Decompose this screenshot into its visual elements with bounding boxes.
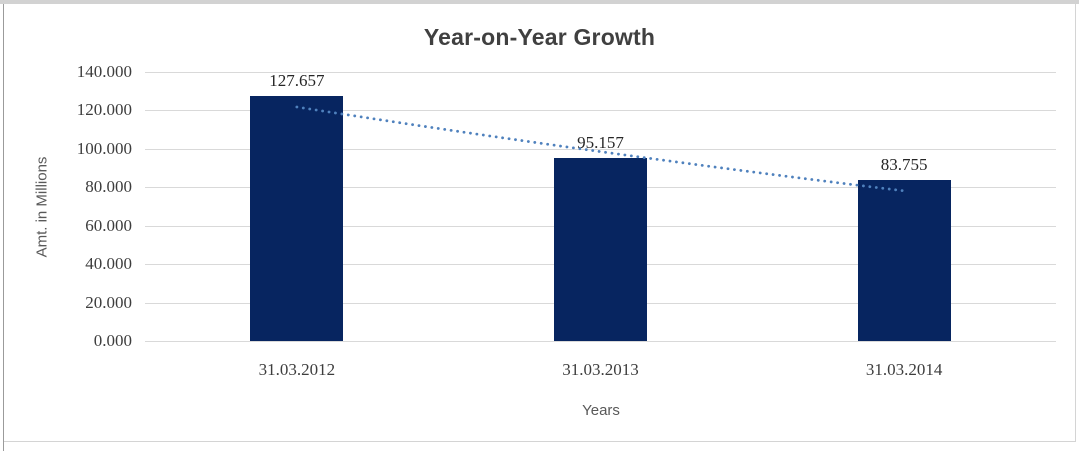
y-tick-label: 20.000 — [85, 292, 132, 312]
frame-border-bottom — [4, 441, 1075, 442]
y-tick-label: 40.000 — [85, 254, 132, 274]
y-tick-label: 140.000 — [76, 62, 132, 81]
y-tick-label: 120.000 — [76, 100, 132, 120]
bar — [250, 95, 344, 342]
frame-border-top — [0, 0, 1079, 4]
y-tick-label: 60.000 — [85, 215, 132, 235]
y-axis-title: Amt. in Millions — [33, 156, 51, 258]
y-tick-label: 100.000 — [76, 138, 132, 158]
x-category-label: 31.03.2012 — [258, 360, 336, 379]
data-label: 95.157 — [577, 133, 624, 153]
gridline — [145, 341, 1056, 343]
frame-border-right — [1075, 4, 1076, 442]
x-category-label: 31.03.2013 — [562, 360, 639, 379]
bar — [554, 158, 647, 342]
x-axis-title: Years — [582, 402, 620, 419]
y-tick-label: 80.000 — [85, 177, 132, 197]
chart-title: Year-on-Year Growth — [423, 24, 656, 50]
data-label: 83.755 — [880, 155, 928, 175]
y-tick-label: 0.000 — [93, 331, 132, 351]
data-label: 127.657 — [269, 70, 325, 90]
frame-border-left — [3, 4, 4, 451]
gridline — [145, 72, 1056, 73]
bar — [857, 180, 951, 342]
x-category-label: 31.03.2014 — [865, 360, 943, 379]
